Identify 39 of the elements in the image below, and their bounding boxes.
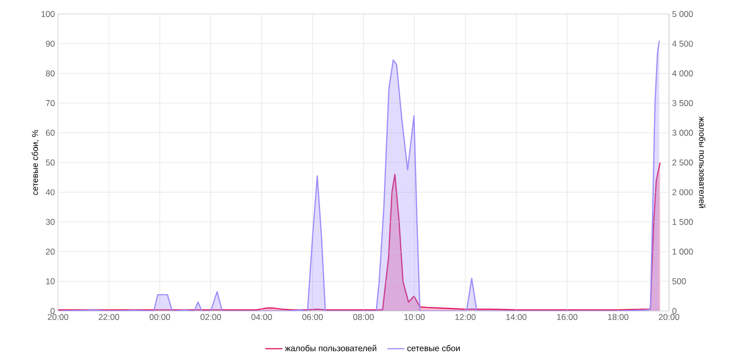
y-tick-label: 40 [46, 189, 55, 196]
y-tick-label: 100 [41, 11, 55, 17]
x-tick-label: 06:00 [302, 314, 323, 320]
y2-tick-label: 4 000 [672, 70, 693, 76]
y-axis-title: сетевые сбои, % [32, 130, 39, 195]
legend-label: жалобы пользователей [284, 344, 376, 352]
legend-label: сетевые сбои [407, 344, 460, 352]
y2-tick-label: 3 500 [672, 100, 693, 106]
y-tick-label: 10 [46, 278, 55, 284]
x-tick-label: 20:00 [48, 314, 68, 320]
x-tick-label: 14:00 [506, 314, 527, 320]
y2-tick-label: 3 000 [672, 130, 693, 136]
x-tick-label: 08:00 [353, 314, 374, 320]
y2-tick-label: 500 [672, 278, 686, 284]
y-tick-label: 60 [46, 130, 55, 136]
x-tick-label: 20:00 [658, 314, 680, 320]
x-tick-label: 18:00 [608, 314, 628, 320]
y2-tick-label: 5 000 [672, 11, 693, 17]
x-tick-label: 04:00 [251, 314, 272, 320]
y-tick-label: 30 [46, 218, 55, 225]
y2-axis-title: жалобы пользователей [699, 116, 706, 208]
y-tick-label: 80 [46, 70, 55, 76]
y-tick-label: 50 [46, 160, 55, 166]
y2-tick-label: 4 500 [672, 40, 693, 47]
x-tick-label: 00:00 [150, 314, 170, 320]
y2-tick-label: 2 500 [672, 160, 693, 166]
x-tick-label: 02:00 [200, 314, 222, 320]
y2-tick-label: 0 [672, 308, 676, 314]
y-tick-label: 20 [46, 248, 55, 255]
x-tick-label: 12:00 [455, 314, 476, 320]
y-tick-label: 70 [46, 100, 55, 106]
y-tick-label: 0 [50, 308, 55, 314]
y2-tick-label: 2 000 [672, 189, 693, 196]
x-tick-label: 22:00 [98, 314, 120, 320]
y2-tick-label: 1 500 [672, 218, 693, 225]
y-tick-label: 90 [46, 40, 55, 47]
x-tick-label: 16:00 [557, 314, 578, 320]
y2-tick-label: 1 000 [672, 248, 693, 255]
x-tick-label: 10:00 [404, 314, 425, 320]
